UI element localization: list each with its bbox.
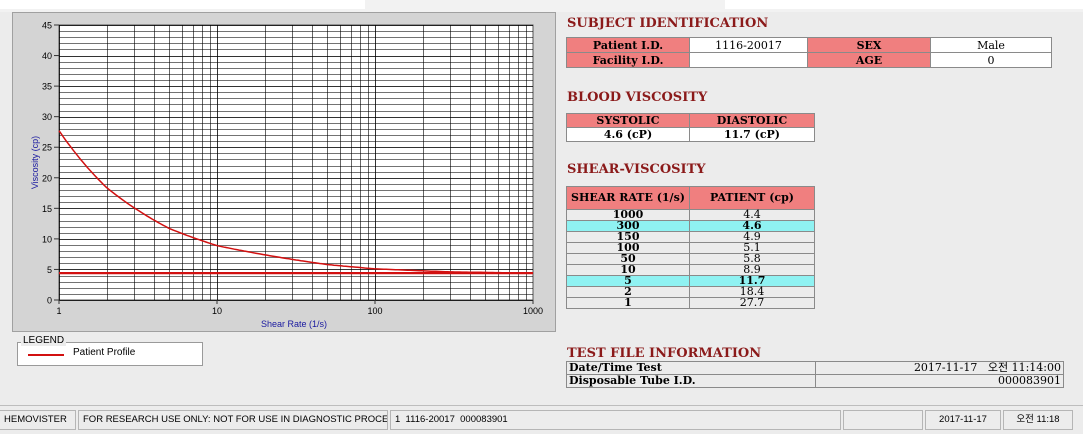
shear-rate-header: SHEAR RATE (1/s) (566, 186, 690, 210)
legend-label: Patient Profile (73, 347, 136, 358)
x-axis-label: Shear Rate (1/s) (261, 319, 327, 329)
table-row: 2 18.4 (566, 286, 815, 298)
viscosity-cell: 27.7 (689, 297, 815, 309)
blood-viscosity-table: SYSTOLIC DIASTOLIC 4.6 (cP) 11.7 (cP) (566, 113, 815, 142)
x-tick-label: 1 (56, 306, 61, 316)
y-tick-label: 15 (42, 204, 52, 214)
diastolic-value: 11.7 (cP) (689, 127, 815, 142)
y-tick-label: 5 (47, 265, 52, 275)
viscosity-chart: 0 5 10 15 20 25 30 35 40 45 1 10 100 1000 Shear Rate (… (30, 21, 543, 330)
y-axis-label: Viscosity (cp) (30, 136, 40, 189)
y-tick-label: 30 (42, 112, 52, 122)
table-row-highlighted: 300 4.6 (566, 220, 815, 232)
y-tick-label: 0 (47, 296, 52, 306)
table-row: 1 27.7 (566, 297, 815, 309)
status-notice: FOR RESEARCH USE ONLY: NOT FOR USE IN DI… (78, 410, 388, 430)
y-tick-label: 40 (42, 51, 52, 61)
tube-id-label: Disposable Tube I.D. (566, 374, 816, 388)
shear-rate-cell: 1 (566, 297, 690, 309)
x-tick-label: 100 (367, 306, 382, 316)
shear-viscosity-table: SHEAR RATE (1/s) PATIENT (cp) 1000 4.4 30… (566, 186, 815, 309)
top-strip (0, 0, 1083, 12)
date-time-value: 2017-11-17 오전 11:14:00 (815, 361, 1064, 375)
y-tick-label: 20 (42, 173, 52, 183)
age-label: AGE (807, 52, 931, 68)
chart-panel: 0 5 10 15 20 25 30 35 40 45 1 10 100 1000 Shear Rate (… (12, 12, 556, 332)
y-tick-label: 35 (42, 82, 52, 92)
table-row: 10 8.9 (566, 264, 815, 276)
table-row-highlighted: 5 11.7 (566, 275, 815, 287)
top-strip-right (725, 0, 1083, 9)
sex-value: Male (930, 37, 1052, 53)
patient-cp-header: PATIENT (cp) (689, 186, 815, 210)
top-strip-left (0, 0, 365, 9)
legend-line-swatch (28, 354, 64, 356)
y-tick-label: 45 (42, 21, 52, 31)
patient-profile-line (58, 130, 533, 274)
status-date: 2017-11-17 (925, 410, 1001, 430)
blood-viscosity-title: BLOOD VISCOSITY (567, 90, 708, 105)
test-file-information-title: TEST FILE INFORMATION (567, 346, 762, 361)
status-bar: HEMOVISTER FOR RESEARCH USE ONLY: NOT FO… (0, 405, 1083, 434)
systolic-label: SYSTOLIC (566, 113, 690, 128)
patient-id-label: Patient I.D. (566, 37, 690, 53)
y-tick-label: 10 (42, 234, 52, 244)
status-time: 오전 11:18 (1003, 410, 1073, 430)
facility-id-value (689, 52, 808, 68)
table-row: 50 5.8 (566, 253, 815, 265)
sex-label: SEX (807, 37, 931, 53)
shear-viscosity-title: SHEAR-VISCOSITY (567, 162, 706, 177)
systolic-value: 4.6 (cP) (566, 127, 690, 142)
tube-id-value: 000083901 (815, 374, 1064, 388)
legend-box (17, 342, 203, 366)
age-value: 0 (930, 52, 1052, 68)
plot-area (58, 24, 534, 301)
table-row: 150 4.9 (566, 231, 815, 243)
test-file-table: Date/Time Test 2017-11-17 오전 11:14:00 Di… (566, 361, 1064, 388)
table-row: 1000 4.4 (566, 209, 815, 221)
subject-identification-title: SUBJECT IDENTIFICATION (567, 16, 769, 31)
x-tick-label: 1000 (523, 306, 543, 316)
x-tick-label: 10 (212, 306, 222, 316)
diastolic-label: DIASTOLIC (689, 113, 815, 128)
y-tick-label: 25 (42, 143, 52, 153)
date-time-label: Date/Time Test (566, 361, 816, 375)
facility-id-label: Facility I.D. (566, 52, 690, 68)
status-record: 1 1116-20017 000083901 (390, 410, 841, 430)
patient-id-value: 1116-20017 (689, 37, 808, 53)
status-app-name: HEMOVISTER (0, 410, 76, 430)
subject-table: Patient I.D. 1116-20017 SEX Male Facilit… (566, 37, 1052, 68)
status-empty-pane (843, 410, 923, 430)
legend-title: LEGEND (21, 335, 67, 346)
table-row: 100 5.1 (566, 242, 815, 254)
